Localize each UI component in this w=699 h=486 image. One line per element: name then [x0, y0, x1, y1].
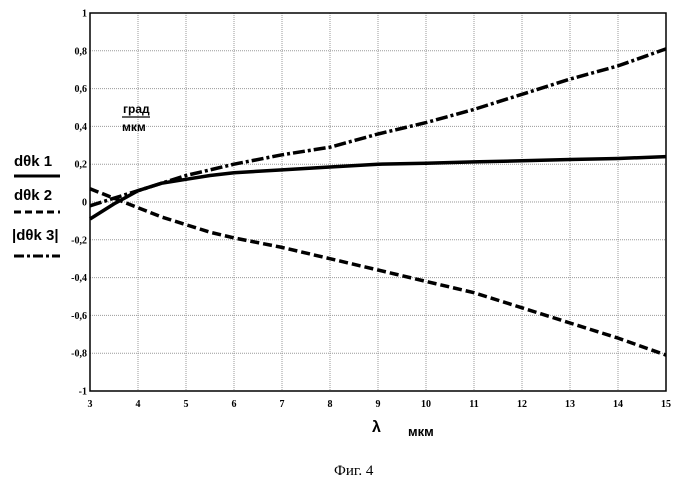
x-tick-label: 14 — [613, 399, 623, 410]
x-tick-label: 15 — [661, 399, 671, 410]
ylabel-unit-top: град — [123, 102, 150, 116]
y-tick-label: 0 — [82, 198, 87, 209]
y-tick-label: -1 — [79, 387, 87, 398]
y-tick-label: 0,2 — [75, 160, 88, 171]
x-tick-label: 4 — [136, 399, 141, 410]
x-tick-label: 7 — [280, 399, 285, 410]
x-tick-label: 9 — [376, 399, 381, 410]
legend-label-1: dθk 1 — [14, 153, 52, 170]
ylabel-unit-bottom: мкм — [122, 120, 146, 134]
figure-caption: Фиг. 4 — [334, 463, 374, 479]
y-tick-label: -0,4 — [71, 273, 87, 284]
legend-label-2: dθk 2 — [14, 187, 52, 204]
y-tick-label: -0,6 — [71, 311, 87, 322]
y-tick-label: 0,6 — [75, 84, 88, 95]
x-tick-label: 8 — [328, 399, 333, 410]
y-tick-label: 0,8 — [75, 46, 88, 57]
y-tick-label: -0,2 — [71, 235, 87, 246]
x-tick-label: 6 — [232, 399, 237, 410]
x-tick-label: 10 — [421, 399, 431, 410]
y-tick-label: 1 — [82, 9, 87, 20]
x-tick-label: 12 — [517, 399, 527, 410]
y-tick-label: -0,8 — [71, 349, 87, 360]
x-tick-label: 5 — [184, 399, 189, 410]
y-tick-label: 0,4 — [75, 122, 88, 133]
x-axis-unit: мкм — [408, 424, 434, 439]
x-tick-label: 11 — [469, 399, 478, 410]
legend-label-3: |dθk 3| — [12, 227, 59, 244]
x-tick-label: 13 — [565, 399, 575, 410]
x-axis-label: λ — [372, 419, 381, 436]
x-tick-label: 3 — [88, 399, 93, 410]
